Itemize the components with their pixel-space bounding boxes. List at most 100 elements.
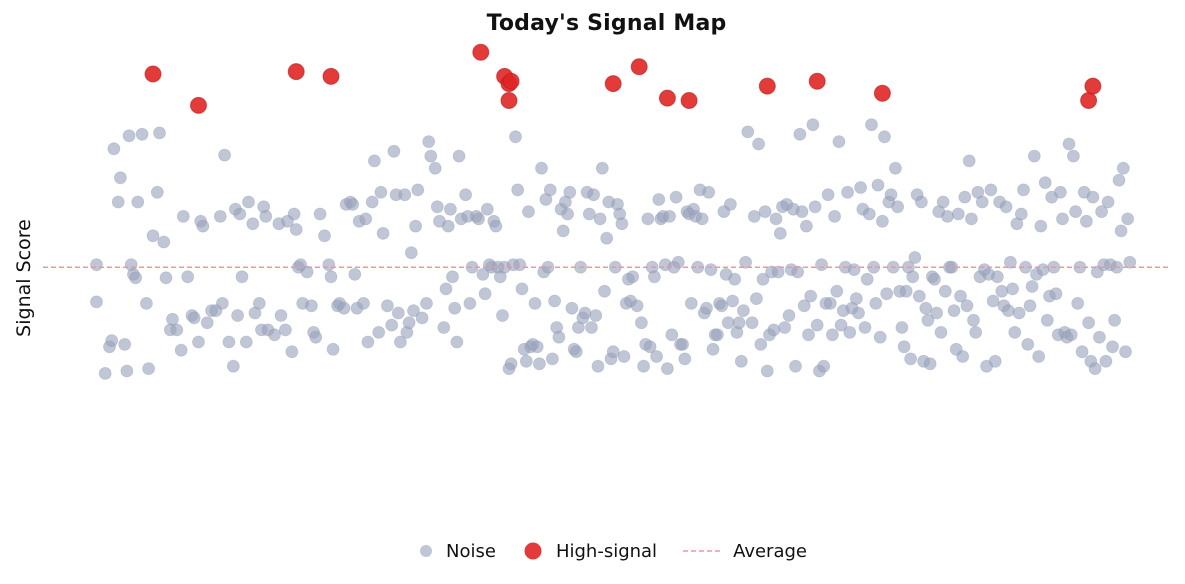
noise-point [114,171,127,185]
noise-point [1027,149,1041,163]
high-signal-point [322,67,340,85]
noise-point [635,316,648,330]
noise-point [459,188,473,202]
noise-point [1064,328,1078,342]
noise-point [904,352,917,366]
noise-point [422,135,436,149]
noise-point [865,118,878,132]
noise-point [834,318,848,332]
noise-point [915,195,928,209]
noise-point [511,183,525,197]
noise-point [1099,354,1113,368]
noise-point [142,362,156,376]
noise-point [530,340,544,354]
noise-point [745,316,759,330]
noise-point [278,323,292,337]
noise-point [146,229,160,243]
legend-high-signal-marker [524,542,542,560]
noise-point [496,309,509,322]
noise-point [791,265,805,279]
noise-point [448,301,462,315]
noise-point [908,251,922,264]
noise-point [923,357,937,371]
noise-point [815,258,828,272]
high-signal-point [190,96,207,114]
noise-point [135,127,149,141]
noise-point [711,328,724,342]
noise-point [242,195,255,209]
noise-point [1071,296,1085,310]
noise-point [732,316,746,330]
high-signal-point [144,65,162,83]
noise-point [367,154,381,168]
noise-point [215,296,229,310]
noise-point [1101,195,1115,209]
noise-point [569,345,583,359]
noise-point [695,212,709,226]
noise-point [665,328,679,342]
noise-point [643,340,657,354]
noise-point [1054,185,1067,199]
noise-point [415,311,429,325]
noise-point [826,328,839,342]
noise-point [361,335,375,349]
noise-point [359,212,373,226]
noise-point [921,313,935,327]
noise-point [965,212,978,226]
noise-point [906,270,920,284]
noise-point [750,292,763,306]
noise-point [806,118,820,132]
noise-point [372,325,386,339]
noise-point [715,299,729,313]
noise-point [1032,350,1046,363]
noise-point [337,301,351,315]
noise-point [424,149,438,163]
high-signal-point [287,63,305,81]
high-signal-points [144,43,1102,114]
noise-point [988,354,1002,368]
legend-average-marker [683,550,722,552]
noise-point [1088,362,1102,376]
noise-point [852,306,865,320]
legend-average-label: Average [733,540,807,562]
noise-point [661,362,674,376]
noise-point [324,270,338,284]
noise-point [1040,313,1054,327]
noise-point [854,181,867,194]
noise-point [1112,173,1126,187]
noise-point [105,334,119,348]
noise-point [869,296,883,310]
noise-point [1116,161,1130,175]
noise-point [437,321,451,334]
noise-point [391,306,405,320]
noise-point [956,350,970,363]
noise-point [322,258,336,272]
noise-point [561,207,574,221]
noise-point [630,299,644,313]
noise-point [420,296,433,310]
high-signal-point [472,43,490,61]
noise-point [1017,183,1030,197]
noise-point [960,299,974,313]
noise-point [969,325,983,339]
noise-point [650,350,663,363]
noise-point [1012,306,1026,320]
noise-point [951,207,965,221]
noise-point [522,205,535,219]
noise-point [739,255,752,269]
noise-point [131,195,145,209]
noise-point [398,188,412,202]
noise-point [546,352,559,366]
noise-point [986,294,1000,308]
noise-point [196,219,210,233]
noise-point [828,209,841,223]
noise-point [878,130,891,144]
noise-point [1080,214,1093,228]
noise-point [1062,137,1076,151]
noise-point [899,284,913,298]
noise-point [218,148,232,162]
noise-point [721,316,735,330]
noise-point [446,270,459,284]
noise-point [1119,345,1132,359]
